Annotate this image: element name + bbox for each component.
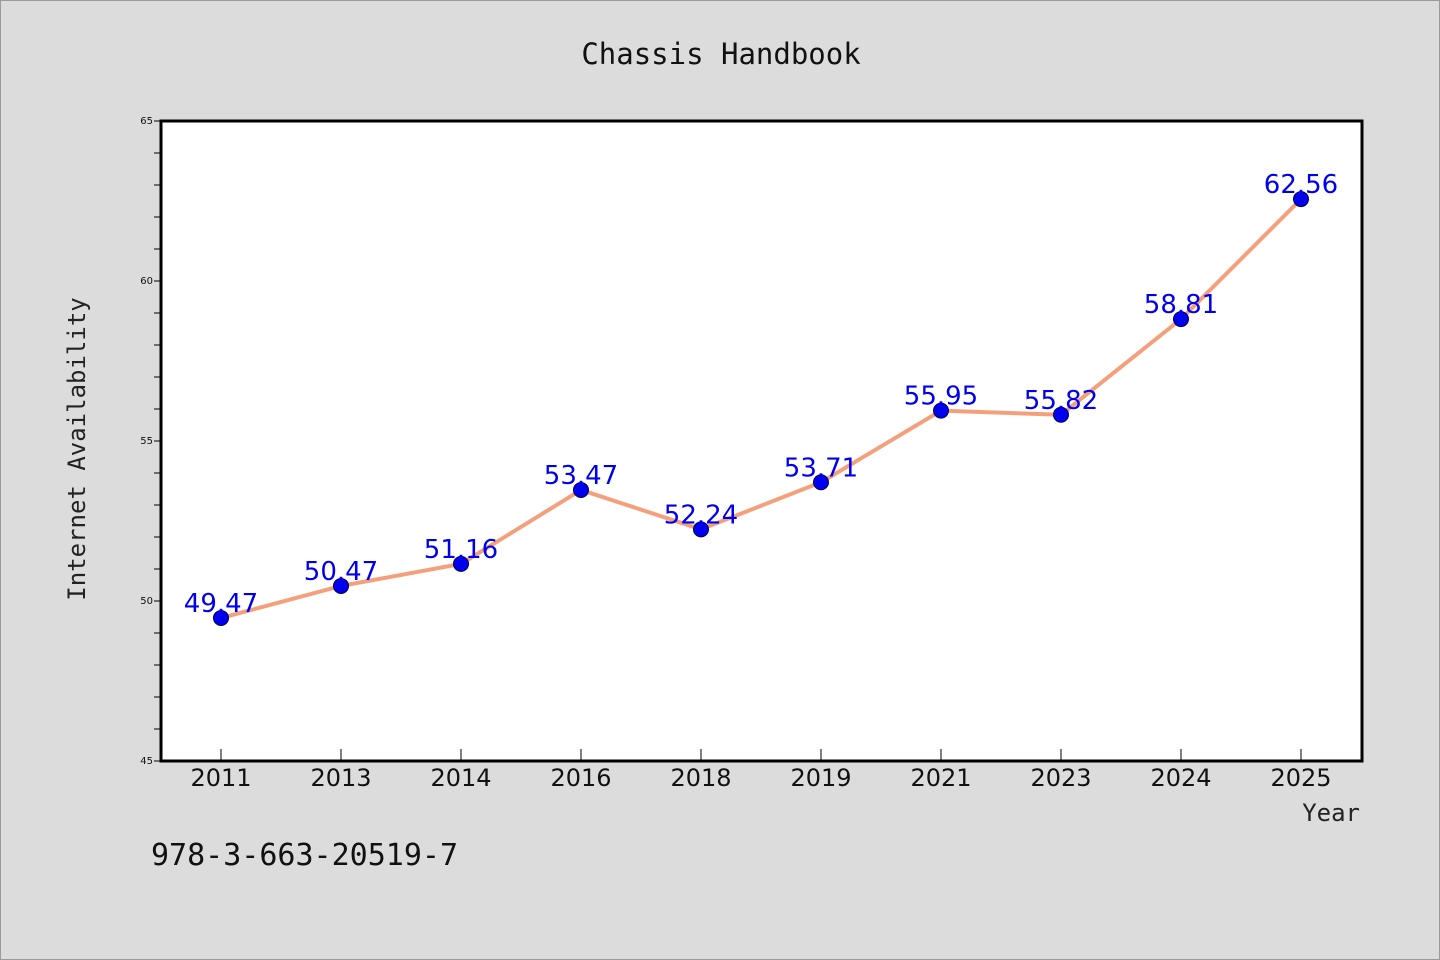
chart-title: Chassis Handbook — [581, 37, 861, 71]
series-layer: 49.47 50.47 51.16 53.47 52.24 53.71 55.95 55.82… — [184, 170, 1338, 626]
data-label: 62.56 — [1264, 170, 1338, 200]
y-tick-label: 60 — [140, 276, 153, 287]
data-point — [573, 481, 589, 498]
data-point — [453, 555, 469, 572]
y-axis-label: Internet Availability — [63, 297, 91, 600]
x-tick-label: 2023 — [1030, 764, 1091, 792]
data-point — [813, 474, 829, 491]
y-tick-label: 55 — [140, 436, 153, 447]
x-tick-label: 2014 — [430, 764, 491, 792]
plot-area — [161, 121, 1362, 761]
plot-frame — [159, 119, 1364, 763]
x-tick-label: 2016 — [550, 764, 611, 792]
x-axis-label: Year — [1302, 799, 1360, 827]
data-label: 50.47 — [304, 557, 378, 587]
x-tick-label: 2013 — [310, 764, 371, 792]
y-axis-ticks: 45 50 55 60 65 — [140, 116, 161, 767]
footer-code: 978-3-663-20519-7 — [151, 838, 458, 873]
data-label: 51.16 — [424, 535, 498, 565]
y-tick-label: 65 — [140, 116, 153, 127]
data-label: 55.82 — [1024, 386, 1098, 416]
y-tick-label: 50 — [140, 596, 153, 607]
data-point — [213, 609, 229, 626]
data-point — [933, 402, 949, 419]
data-point — [1173, 311, 1189, 328]
data-label: 49.47 — [184, 589, 258, 619]
y-tick-label: 45 — [140, 756, 153, 767]
x-axis-ticks: 2011 2013 2014 2016 2018 2019 2021 2023 2024 2025 — [190, 749, 1332, 792]
data-point — [1053, 406, 1069, 423]
data-label: 52.24 — [664, 500, 738, 530]
x-tick-label: 2019 — [790, 764, 851, 792]
data-label: 55.95 — [904, 382, 978, 412]
x-tick-label: 2024 — [1150, 764, 1211, 792]
data-point — [1293, 191, 1309, 208]
data-label: 53.47 — [544, 461, 618, 491]
data-label: 58.81 — [1144, 290, 1218, 320]
data-point — [333, 577, 349, 594]
x-tick-label: 2011 — [190, 764, 251, 792]
data-point — [693, 521, 709, 538]
x-tick-label: 2021 — [910, 764, 971, 792]
series-line — [219, 197, 1303, 620]
x-tick-label: 2025 — [1270, 764, 1331, 792]
x-tick-label: 2018 — [670, 764, 731, 792]
data-label: 53.71 — [784, 453, 858, 483]
